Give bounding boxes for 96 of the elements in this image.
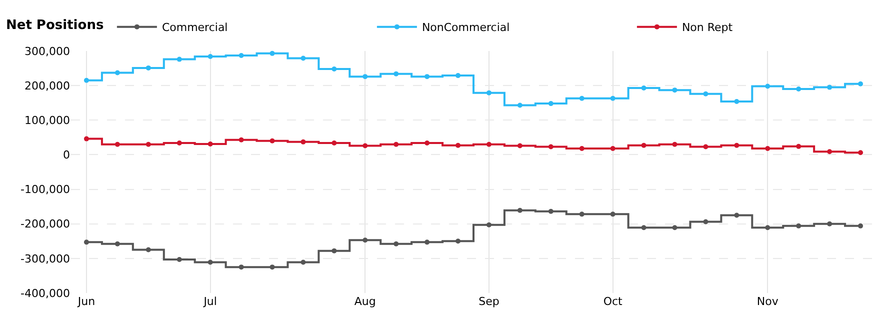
point xyxy=(176,56,182,62)
point xyxy=(362,238,368,243)
point xyxy=(332,140,337,146)
point xyxy=(270,50,275,56)
point xyxy=(456,238,461,244)
legend-label: Non Rept xyxy=(682,21,734,34)
point xyxy=(114,70,120,76)
point xyxy=(332,66,337,72)
point xyxy=(486,222,492,228)
point xyxy=(456,142,461,148)
point xyxy=(176,256,182,262)
point xyxy=(486,90,492,96)
y-tick-label: 200,000 xyxy=(24,79,70,92)
point xyxy=(765,84,770,89)
point xyxy=(610,146,616,151)
point xyxy=(362,74,368,80)
point xyxy=(796,86,802,92)
point xyxy=(734,142,740,148)
point xyxy=(641,85,646,90)
point xyxy=(827,221,832,226)
point xyxy=(641,225,646,230)
point xyxy=(146,247,151,252)
point xyxy=(394,142,399,147)
point xyxy=(610,212,616,217)
point xyxy=(579,212,584,217)
legend-title: Net Positions xyxy=(6,18,104,34)
point xyxy=(703,219,708,224)
point xyxy=(238,137,244,142)
x-tick-label: Jun xyxy=(76,295,96,308)
point xyxy=(238,264,244,270)
point xyxy=(208,142,213,146)
point xyxy=(517,102,522,108)
point xyxy=(84,240,89,245)
point xyxy=(114,241,120,246)
y-tick-label: -100,000 xyxy=(20,183,70,196)
y-tick-label: 100,000 xyxy=(24,114,70,127)
point xyxy=(270,138,275,144)
point xyxy=(734,212,740,218)
point xyxy=(827,84,832,90)
point xyxy=(300,56,306,61)
point xyxy=(300,260,306,265)
point xyxy=(548,101,554,106)
point xyxy=(84,78,89,83)
point xyxy=(858,81,864,86)
point xyxy=(517,208,522,213)
point xyxy=(641,142,646,148)
point xyxy=(672,142,678,147)
point xyxy=(486,142,492,147)
point xyxy=(517,143,522,148)
point xyxy=(610,96,616,101)
point xyxy=(703,91,708,96)
point xyxy=(827,149,832,154)
x-tick-label: Nov xyxy=(756,295,779,308)
point xyxy=(300,139,306,144)
x-tick-label: Sep xyxy=(478,295,500,308)
point xyxy=(796,144,802,149)
point xyxy=(146,142,151,147)
point xyxy=(424,240,430,245)
point xyxy=(579,96,584,101)
y-tick-label: 0 xyxy=(63,148,70,162)
y-tick-label: -400,000 xyxy=(20,286,70,300)
point xyxy=(146,65,151,70)
point xyxy=(362,143,368,148)
point xyxy=(424,140,430,146)
point xyxy=(208,54,213,60)
y-tick-label: -300,000 xyxy=(20,252,70,266)
point xyxy=(672,225,678,230)
point xyxy=(270,264,275,270)
y-tick-label: -200,000 xyxy=(20,218,70,231)
point xyxy=(734,98,740,104)
point xyxy=(238,52,244,58)
legend-label: Commercial xyxy=(162,21,228,34)
point xyxy=(456,73,461,78)
x-tick-label: Jul xyxy=(202,295,217,308)
point xyxy=(548,144,554,150)
x-tick-label: Oct xyxy=(603,295,624,308)
point xyxy=(176,140,182,146)
point xyxy=(332,248,337,254)
point xyxy=(394,71,399,76)
point xyxy=(548,208,554,214)
point xyxy=(84,136,89,142)
point xyxy=(765,225,770,230)
point xyxy=(424,74,430,80)
legend-label: NonCommercial xyxy=(422,21,510,34)
point xyxy=(858,150,864,156)
point xyxy=(796,223,802,228)
y-tick-label: 300,000 xyxy=(24,44,70,58)
point xyxy=(672,88,678,93)
point xyxy=(208,260,213,265)
point xyxy=(703,144,708,150)
x-tick-label: Aug xyxy=(354,295,376,308)
point xyxy=(579,146,584,151)
point xyxy=(114,142,120,147)
point xyxy=(394,241,399,246)
point xyxy=(858,223,864,228)
point xyxy=(765,146,770,151)
